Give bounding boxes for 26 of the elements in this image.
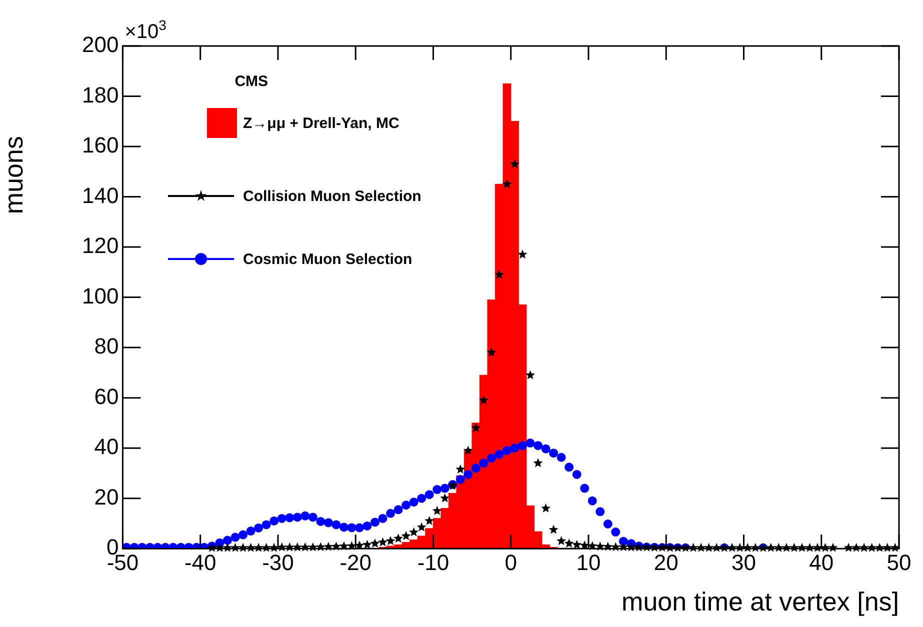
y-tick-label: 120	[82, 233, 119, 258]
x-tick-label: -20	[340, 550, 372, 575]
x-tick-label: 10	[576, 550, 601, 575]
x-tick-label: 40	[809, 550, 834, 575]
legend-label: Cosmic Muon Selection	[243, 250, 412, 268]
x-tick-label: 20	[654, 550, 678, 575]
x-tick-label: 30	[732, 550, 756, 575]
x-tick-label: 0	[504, 550, 517, 575]
x-axis-title: muon time at vertex [ns]	[622, 586, 900, 617]
x-tick-label: -10	[417, 550, 450, 575]
legend-label: Z→μμ + Drell-Yan, MC	[243, 114, 400, 132]
y-tick-label: 20	[94, 484, 119, 510]
y-axis-title: muons	[0, 136, 29, 214]
legend-label: Collision Muon Selection	[243, 188, 422, 204]
y-tick-label: 100	[82, 283, 119, 308]
y-tick-label: 160	[82, 132, 119, 158]
x-tick-label: -30	[262, 550, 294, 575]
y-tick-label: 60	[94, 384, 119, 409]
annotation: CMS	[234, 73, 268, 90]
x-tick-label: 50	[886, 550, 912, 575]
y-tick-label: 200	[82, 32, 119, 58]
y-tick-label: 40	[94, 434, 119, 460]
x-tick-label: -40	[184, 550, 216, 575]
y-tick-label: 180	[82, 82, 119, 108]
y-tick-label: 80	[94, 334, 119, 359]
y-tick-label: 140	[82, 182, 119, 208]
